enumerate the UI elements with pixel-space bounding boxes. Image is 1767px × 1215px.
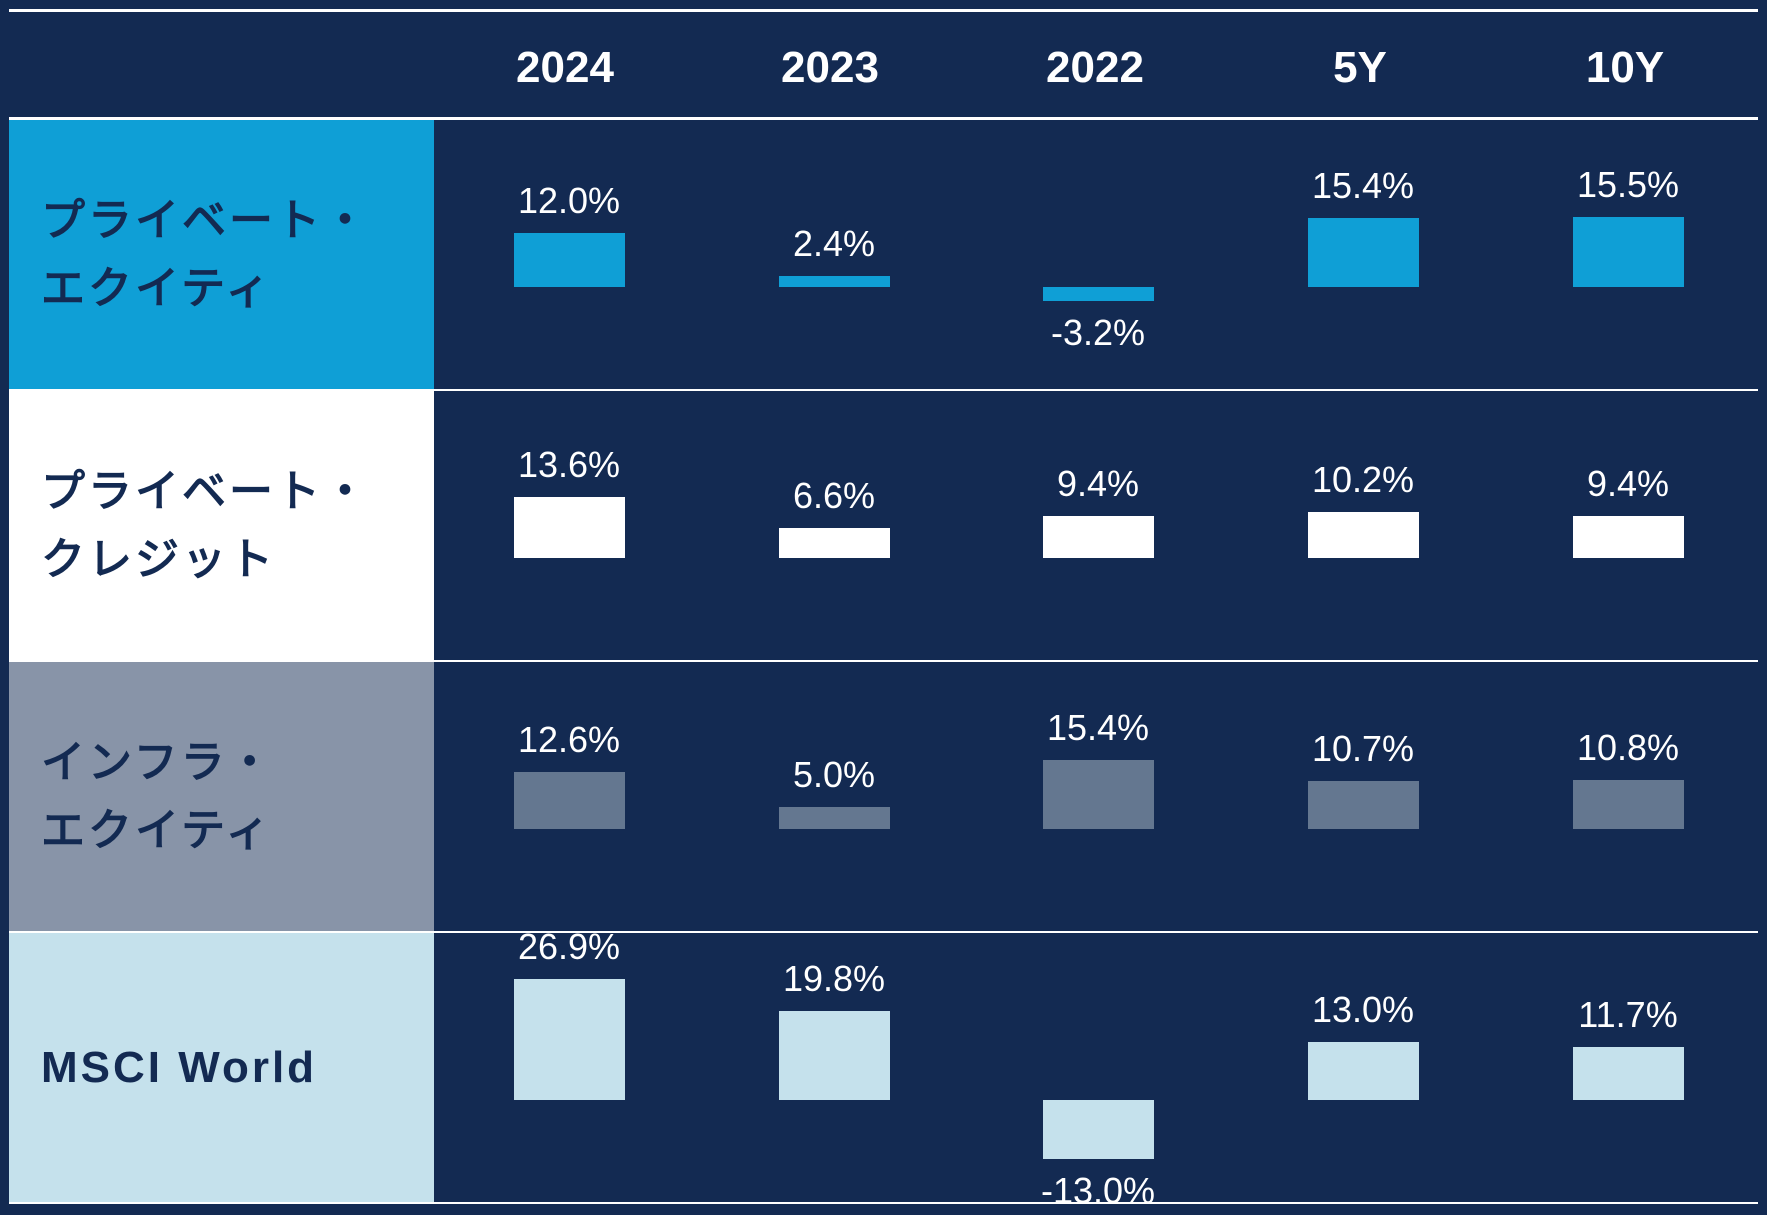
value-label: 12.0% xyxy=(517,180,621,221)
column-header: 2024 xyxy=(516,43,614,92)
value-label: 13.0% xyxy=(1311,988,1415,1030)
bar xyxy=(778,1010,890,1100)
value-label: 12.6% xyxy=(517,719,621,761)
value-label: 26.9% xyxy=(517,925,621,967)
column-header: 2022 xyxy=(1046,43,1144,92)
bar xyxy=(1572,217,1684,287)
bar xyxy=(1307,512,1419,558)
bar xyxy=(778,806,890,829)
series-name: プライベート・ エクイティ xyxy=(41,195,370,313)
row-divider-line xyxy=(9,660,1758,662)
value-label: 15.5% xyxy=(1576,164,1680,206)
row-divider-line xyxy=(9,931,1758,933)
row-label-cell: MSCI World xyxy=(9,933,434,1202)
bar xyxy=(1042,1100,1154,1159)
series-name: インフラ・ エクイティ xyxy=(41,737,275,855)
value-label: 5.0% xyxy=(792,753,876,795)
value-label: 2.4% xyxy=(792,223,876,265)
series-name: プライベート・ クレジット xyxy=(41,466,370,584)
row-label-cell: プライベート・ クレジット xyxy=(9,391,434,660)
value-label: -3.2% xyxy=(1050,312,1146,354)
value-label: 19.8% xyxy=(782,957,886,999)
value-label: -13.0% xyxy=(1040,1169,1156,1211)
row-label-cell: プライベート・ エクイティ xyxy=(9,120,434,389)
bar xyxy=(1572,780,1684,829)
column-header: 5Y xyxy=(1333,43,1387,92)
bar xyxy=(778,528,890,558)
value-label: 10.7% xyxy=(1311,727,1415,769)
value-label: 15.4% xyxy=(1046,706,1150,748)
series-name: MSCI World xyxy=(41,1042,318,1092)
bar xyxy=(1042,515,1154,558)
bar xyxy=(1572,1047,1684,1100)
bar xyxy=(513,233,625,287)
column-header: 2023 xyxy=(781,43,879,92)
bar xyxy=(513,496,625,558)
value-label: 10.2% xyxy=(1311,459,1415,501)
value-label: 11.7% xyxy=(1578,994,1678,1036)
bar xyxy=(513,978,625,1100)
value-label: 13.6% xyxy=(517,443,621,485)
value-label: 15.4% xyxy=(1311,164,1415,206)
bar xyxy=(1572,515,1684,558)
bar xyxy=(1307,780,1419,829)
value-label: 6.6% xyxy=(792,475,876,517)
value-label: 10.8% xyxy=(1576,727,1680,769)
header-divider-line xyxy=(9,117,1758,120)
bar xyxy=(1307,1041,1419,1100)
row-label-cell: インフラ・ エクイティ xyxy=(9,662,434,931)
row-divider-line xyxy=(9,389,1758,391)
value-label: 9.4% xyxy=(1056,462,1140,504)
bar xyxy=(1042,759,1154,829)
bar xyxy=(1042,287,1154,302)
top-border-line xyxy=(9,9,1758,12)
row-divider-line xyxy=(9,1202,1758,1204)
bar xyxy=(778,276,890,287)
value-label: 9.4% xyxy=(1586,462,1670,504)
bar xyxy=(513,772,625,829)
bar xyxy=(1307,217,1419,287)
column-header: 10Y xyxy=(1585,43,1665,92)
